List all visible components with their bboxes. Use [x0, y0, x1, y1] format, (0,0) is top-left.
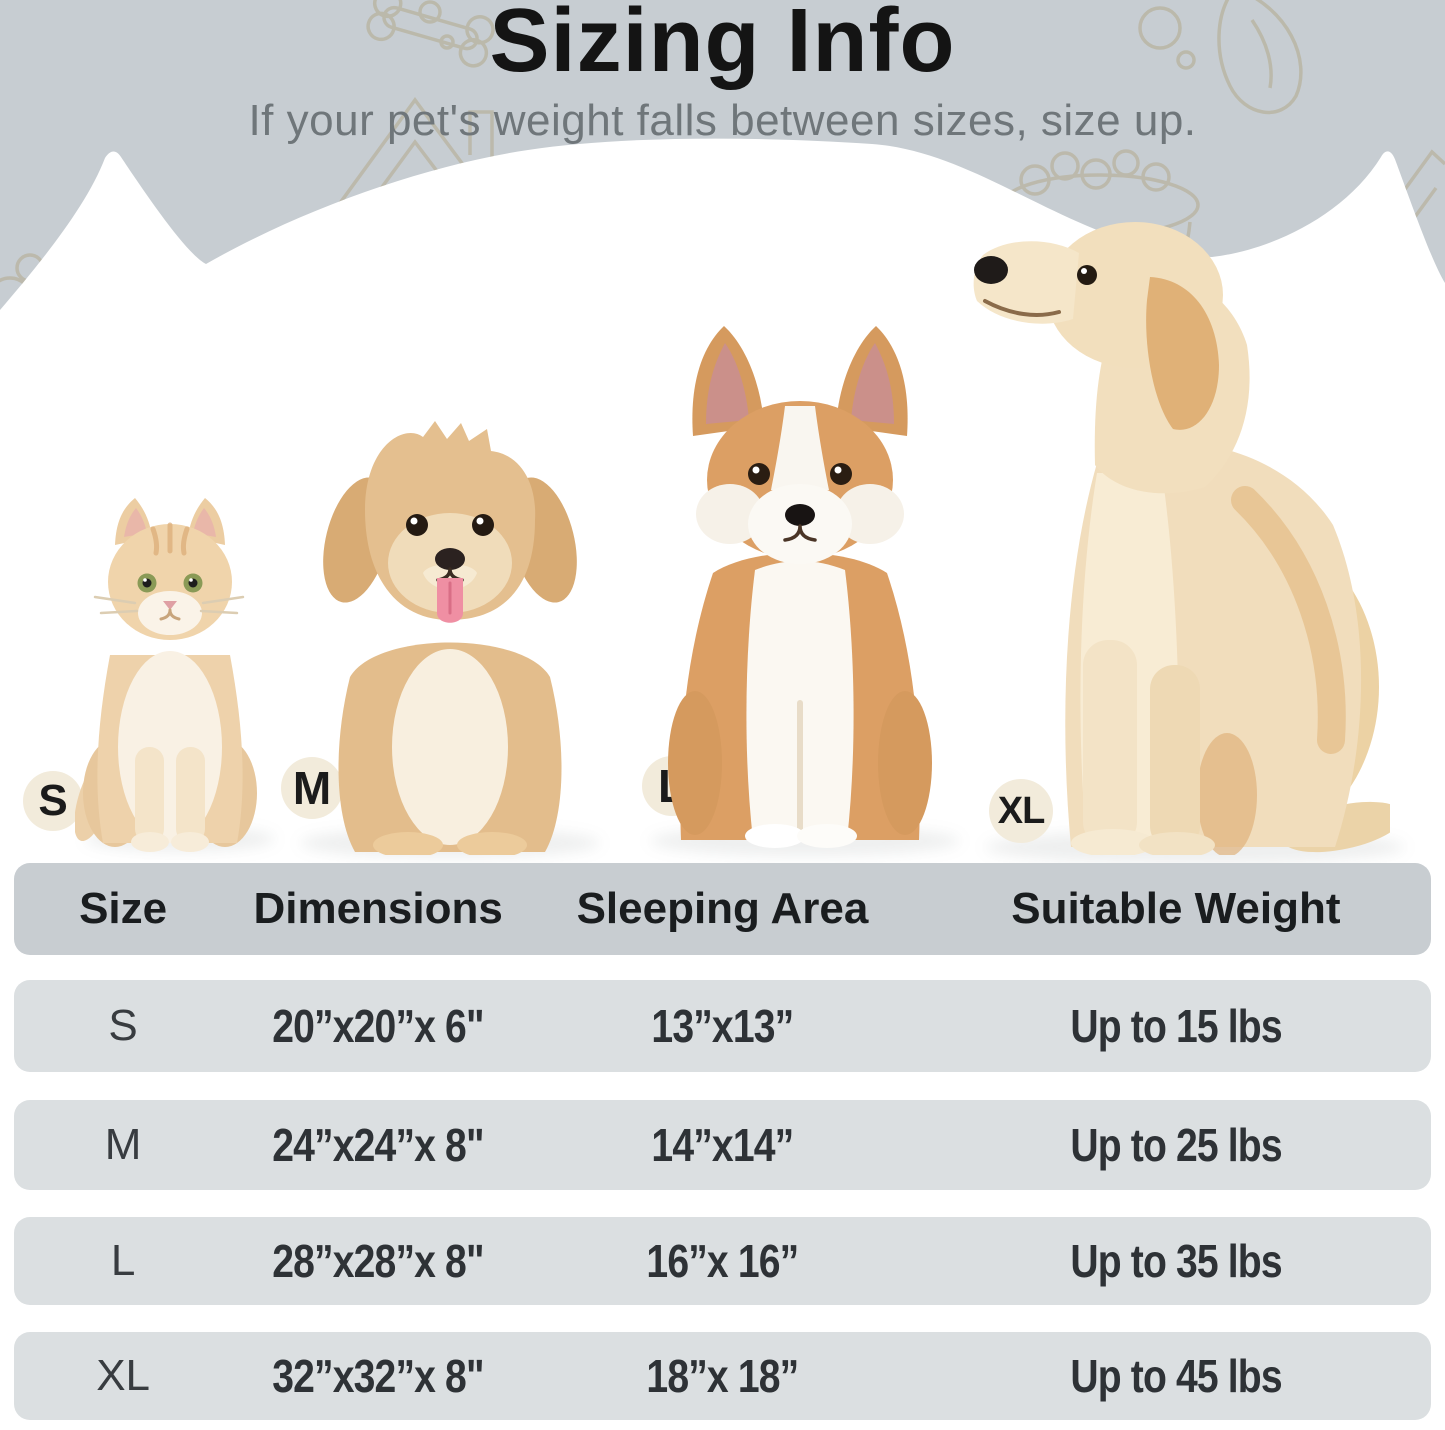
cell-sleeping-area: 18”x 18” — [646, 1350, 800, 1402]
golden-retriever-illustration — [973, 222, 1390, 855]
cell-size: M — [104, 1120, 142, 1169]
cell-suitable-weight: Up to 35 lbs — [1070, 1235, 1282, 1287]
column-header-size: Size — [79, 884, 168, 933]
cell-dimensions: 20”x20”x 6" — [272, 1000, 484, 1052]
size-badge-s: S — [23, 771, 83, 831]
column-header-dimensions: Dimensions — [253, 884, 503, 933]
bubble-doodles — [418, 0, 1196, 70]
size-badge-xl: XL — [989, 779, 1053, 843]
cell-sleeping-area: 14”x14” — [651, 1119, 795, 1171]
cell-dimensions: 24”x24”x 8" — [272, 1119, 484, 1171]
cat-illustration — [75, 498, 257, 852]
bone-doodle — [366, 0, 495, 68]
cell-size: S — [108, 1001, 138, 1050]
header-background-cat-ears — [0, 0, 1445, 310]
corgi-illustration — [668, 326, 932, 848]
cell-dimensions: 28”x28”x 8" — [272, 1235, 484, 1287]
cell-suitable-weight: Up to 45 lbs — [1070, 1350, 1282, 1402]
cell-sleeping-area: 16”x 16” — [646, 1235, 800, 1287]
cell-dimensions: 32”x32”x 8" — [272, 1350, 484, 1402]
cell-suitable-weight: Up to 15 lbs — [1070, 1000, 1282, 1052]
cell-size: XL — [96, 1351, 151, 1400]
header-gray-shape — [0, 0, 1445, 310]
cell-suitable-weight: Up to 25 lbs — [1070, 1119, 1282, 1171]
size-badge-m: M — [281, 757, 343, 819]
puppy-illustration — [323, 421, 577, 855]
cell-size: L — [110, 1236, 136, 1285]
column-header-sleeping-area: Sleeping Area — [576, 884, 869, 933]
table-row-m: M 24”x24”x 8" 14”x14” Up to 25 lbs — [14, 1100, 1431, 1190]
page-title: Sizing Info — [489, 0, 956, 91]
table-row-s: S 20”x20”x 6" 13”x13” Up to 15 lbs — [14, 980, 1431, 1072]
cell-sleeping-area: 13”x13” — [651, 1000, 795, 1052]
table-row-l: L 28”x28”x 8" 16”x 16” Up to 35 lbs — [14, 1217, 1431, 1305]
column-header-suitable-weight: Suitable Weight — [1011, 884, 1341, 933]
table-row-xl: XL 32”x32”x 8" 18”x 18” Up to 45 lbs — [14, 1332, 1431, 1420]
table-header-row: Size Dimensions Sleeping Area Suitable W… — [14, 863, 1431, 955]
popcorn-bucket-doodle — [0, 243, 160, 310]
ear-doodle — [1217, 0, 1303, 115]
page-subtitle: If your pet's weight falls between sizes… — [248, 96, 1197, 145]
